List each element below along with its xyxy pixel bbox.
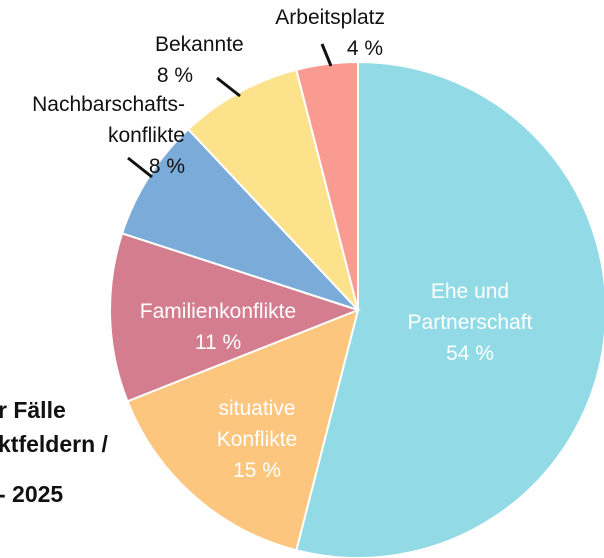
slice-label: Arbeitsplatz (275, 6, 385, 29)
slice-label: Nachbarschafts-konflikte (32, 93, 185, 147)
slice-label: Familienkonflikte (140, 300, 296, 323)
pie-slice (120, 127, 359, 311)
value-label: 54 % (446, 342, 494, 365)
title-line: ktfeldern / (0, 431, 109, 457)
value-label: 8 % (149, 155, 185, 178)
leader-line (320, 43, 333, 67)
value-label: 4 % (347, 37, 383, 60)
value-label: 15 % (233, 459, 281, 482)
slice-label: Ehe und Partnerschaft (408, 280, 533, 334)
title-line: r Fälle (0, 397, 66, 423)
pie-slice (126, 308, 360, 552)
pie-slice (186, 68, 359, 311)
title-line: - 2025 (0, 481, 63, 507)
leader-line (127, 156, 153, 179)
slice-label: situative Konflikte (217, 397, 298, 451)
pie-slice (109, 232, 361, 403)
slice-label: Bekannte (155, 33, 244, 56)
leader-line (216, 76, 241, 98)
value-label: 8 % (157, 64, 193, 87)
value-label: 11 % (195, 331, 241, 354)
pie-slice (295, 60, 359, 311)
